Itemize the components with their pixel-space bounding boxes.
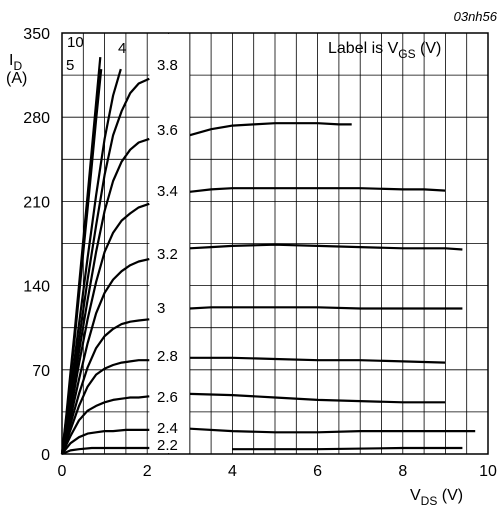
- legend-note-tail: (V): [416, 40, 442, 57]
- curve-vgs-3.4: [60, 202, 150, 455]
- curve-label-2.6: 2.6: [157, 389, 178, 406]
- x-axis-title-main: V: [410, 487, 421, 504]
- y-tick-labels: 0 70 140 210 280 350: [23, 26, 50, 464]
- legend-note: Label is VGS (V): [328, 40, 441, 61]
- curve-label-3.8: 3.8: [157, 57, 178, 74]
- curve-vgs-2.4: [61, 428, 150, 455]
- curve-vgs-2.6: [61, 395, 150, 455]
- x-tick-label: 0: [58, 463, 67, 480]
- x-tick-labels: 0 2 4 6 8 10: [58, 463, 497, 480]
- legend-note-sub: GS: [398, 47, 415, 61]
- curve-vgs-3.2: [60, 258, 150, 455]
- grid: [62, 33, 488, 454]
- x-tick-label: 2: [143, 463, 152, 480]
- curve-label-10: 10: [67, 34, 84, 51]
- legend-note-main: Label is V: [328, 40, 399, 57]
- curve-labels: 10 5 4 3.8 3.6 3.4 3.2 3 2.8 2.6 2.42.2: [66, 34, 178, 454]
- curve-vgs-3: [60, 318, 150, 455]
- x-axis-title-unit: (V): [437, 487, 463, 504]
- y-tick-label: 0: [41, 447, 50, 464]
- curve-vgs-2.2: [61, 446, 150, 456]
- curve-label-3.4: 3.4: [157, 183, 178, 200]
- y-tick-label: 210: [23, 194, 50, 211]
- x-tick-label: 6: [313, 463, 322, 480]
- y-tick-label: 70: [32, 363, 50, 380]
- x-axis-title: VDS (V): [410, 487, 463, 507]
- curve-vgs-2.8: [60, 359, 150, 455]
- curve-vgs-3.6: [189, 122, 352, 137]
- label-gutter: [149, 34, 190, 453]
- curve-vgs-3: [189, 306, 463, 310]
- figure-id: 03nh56: [454, 9, 498, 24]
- plot-border: [61, 32, 489, 455]
- curve-label-3.6: 3.6: [157, 122, 178, 139]
- plot-frame: [61, 32, 489, 455]
- y-axis-unit: (A): [6, 70, 27, 87]
- y-tick-label: 280: [23, 110, 50, 127]
- y-tick-label: 140: [23, 279, 50, 296]
- x-tick-label: 4: [228, 463, 237, 480]
- curve-label-3.2: 3.2: [157, 246, 178, 263]
- curve-label-2.8: 2.8: [157, 348, 178, 365]
- curve-label-3: 3: [157, 300, 165, 317]
- curve-vgs-4: [60, 68, 122, 455]
- y-tick-label: 350: [23, 26, 50, 43]
- curve-vgs-2.2: [232, 446, 463, 451]
- x-tick-label: 8: [398, 463, 407, 480]
- curve-vgs-2.4: [189, 427, 476, 434]
- y-axis-title-main: I: [9, 52, 13, 69]
- curve-vgs-3.6: [60, 137, 150, 455]
- curve-label-2.4: 2.4: [157, 420, 178, 437]
- curve-vgs-2.8: [189, 356, 446, 364]
- curve-vgs-2.6: [189, 392, 446, 404]
- curve-vgs-3.2: [189, 243, 463, 251]
- curve-vgs-3.8: [60, 77, 150, 455]
- curve-label-4: 4: [118, 40, 126, 57]
- curve-label-5: 5: [66, 57, 74, 74]
- curve-label-2.2: 2.2: [157, 437, 178, 454]
- curve-vgs-3.4: [189, 187, 446, 193]
- x-tick-label: 10: [479, 463, 497, 480]
- curve-vgs-5: [60, 68, 103, 455]
- y-axis-title-sub: D: [13, 59, 22, 73]
- curves: [60, 56, 476, 456]
- x-axis-title-sub: DS: [421, 494, 438, 507]
- y-axis-title: ID: [9, 52, 22, 73]
